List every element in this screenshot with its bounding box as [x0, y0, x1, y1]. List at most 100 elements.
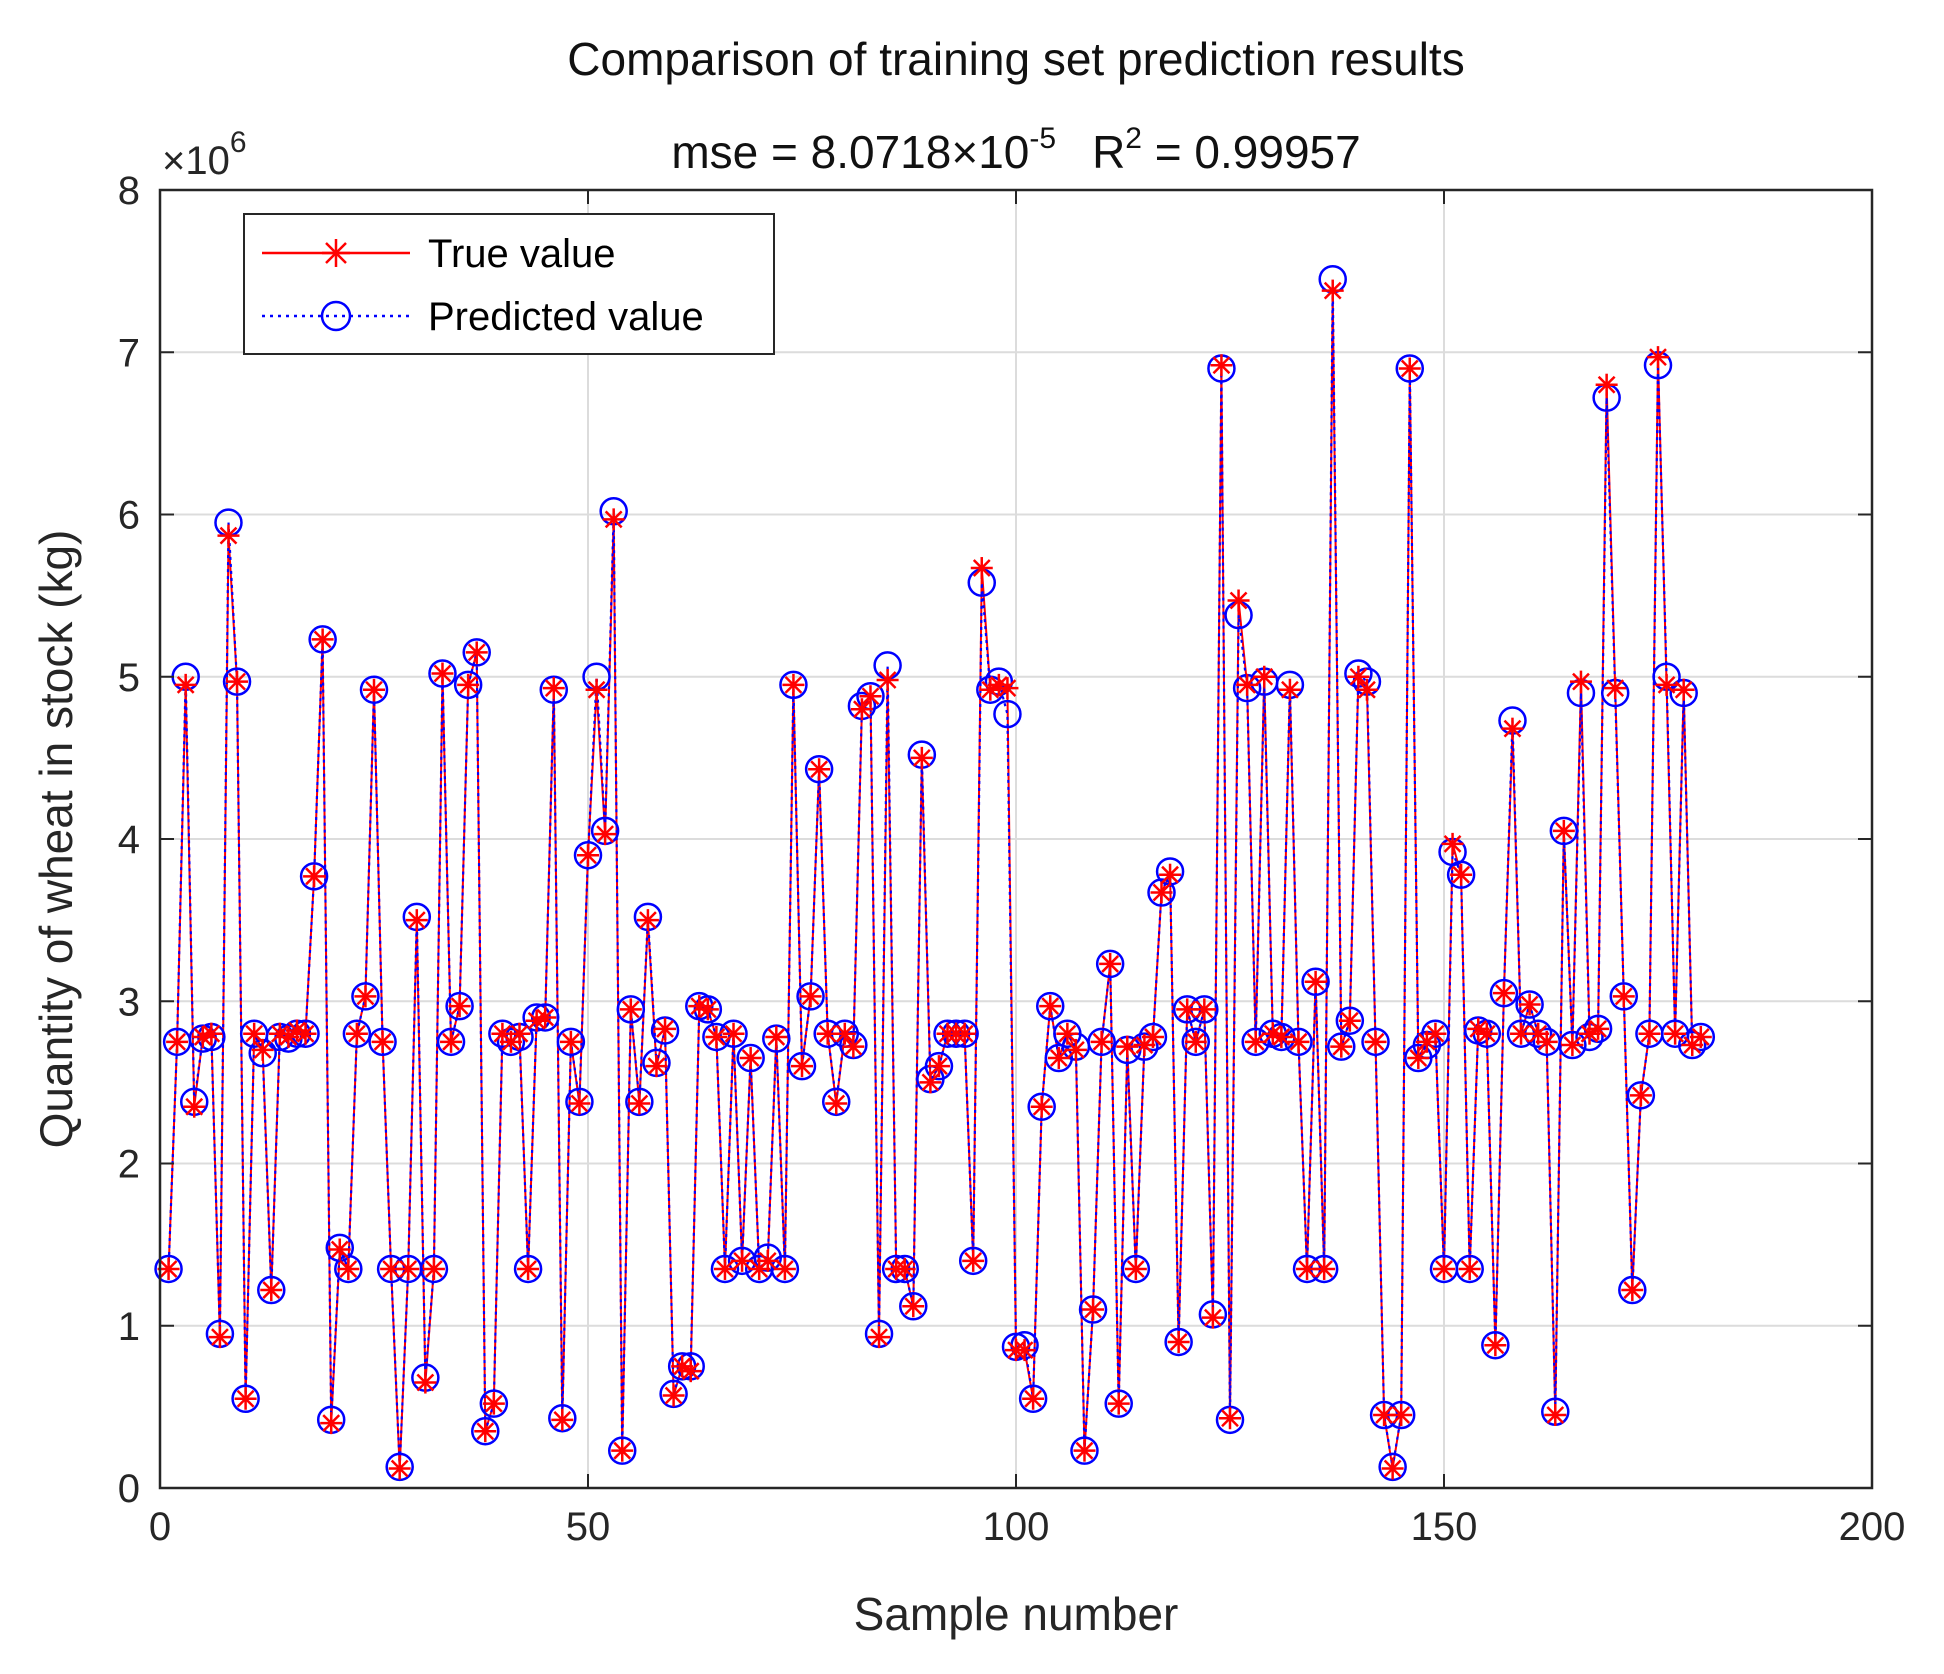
true-value-point [868, 1326, 891, 1349]
true-value-point [1484, 1334, 1507, 1357]
y-tick-label: 2 [118, 1143, 140, 1187]
predicted-value-point [1618, 1275, 1647, 1305]
true-value-point [1099, 952, 1122, 975]
true-value-point [1475, 1022, 1498, 1045]
true-value-point [1347, 665, 1370, 688]
predicted-value-point [539, 675, 569, 704]
predicted-value-point [1035, 991, 1065, 1021]
predicted-value-point [839, 1030, 868, 1060]
predicted-value-point [419, 1254, 449, 1284]
legend[interactable]: True value Predicted value [243, 213, 775, 355]
predicted-value-point [257, 1275, 286, 1305]
x-tick-label: 50 [566, 1505, 611, 1549]
true-value-point [380, 1257, 403, 1280]
legend-entry-predicted[interactable]: Predicted value [262, 295, 704, 339]
true-value-point [440, 1030, 463, 1053]
true-value-point [1604, 677, 1627, 700]
predicted-value-point [779, 670, 808, 700]
true-value-point [919, 1071, 942, 1094]
true-value-point [825, 1092, 848, 1115]
predicted-value-point [659, 1379, 688, 1409]
predicted-value-point [1481, 1330, 1510, 1360]
true-value-point [542, 677, 565, 700]
predicted-value-point [770, 1254, 800, 1284]
true-value-point [1278, 678, 1301, 701]
true-value-point [1595, 373, 1618, 396]
true-value-point [910, 746, 933, 769]
true-value-point [953, 1022, 976, 1045]
true-value-point [833, 1022, 856, 1045]
legend-entry-true[interactable]: True value [262, 232, 616, 276]
true-value-point [226, 670, 249, 693]
predicted-value-point [385, 1452, 414, 1482]
true-value-point [1544, 1403, 1567, 1426]
true-value-point [1227, 589, 1250, 612]
true-value-point [568, 1092, 591, 1115]
true-value-point [559, 1030, 582, 1053]
chart-subtitle: mse = 8.0718×10-5 R2 = 0.99957 [671, 122, 1360, 178]
true-value-point [722, 1022, 745, 1045]
predicted-value-point [1018, 1384, 1048, 1414]
predicted-value-point [513, 1254, 543, 1284]
true-value-point [397, 1257, 420, 1280]
legend-true-marker [322, 239, 350, 267]
true-value-point [1638, 1022, 1661, 1045]
predicted-value-point [573, 840, 603, 870]
y-tick-label: 5 [118, 656, 140, 700]
predicted-value-point [1626, 1081, 1656, 1110]
true-value-point [594, 823, 617, 846]
true-value-point [1655, 673, 1678, 696]
true-value-point [1450, 863, 1473, 886]
r2-exponent: 2 [1125, 122, 1142, 155]
true-value-point [354, 985, 377, 1008]
predicted-value-line [167, 279, 1702, 1468]
predicted-value-point [565, 1087, 594, 1117]
x-tick-label: 0 [149, 1505, 171, 1549]
true-value-point [1210, 354, 1233, 377]
true-value-point [1501, 717, 1524, 740]
true-value-point [534, 1006, 557, 1029]
true-value-point [1201, 1306, 1224, 1329]
true-value-point [1064, 1038, 1087, 1061]
true-value-point [166, 1030, 189, 1053]
true-value-point [363, 678, 385, 701]
predicted-value-point [231, 1384, 260, 1414]
predicted-value-point [1070, 1436, 1099, 1465]
true-value-point [1321, 279, 1344, 302]
true-value-point [1561, 1034, 1584, 1057]
true-value-point [628, 1092, 651, 1115]
true-value-point [183, 1095, 206, 1118]
true-value-point [200, 1022, 223, 1045]
predicted-value-point [1489, 978, 1519, 1008]
true-value-point [996, 677, 1019, 700]
predicted-value-point [1446, 860, 1476, 889]
predicted-value-point [1104, 1389, 1133, 1418]
true-value-point [893, 1257, 916, 1280]
true-value-point [328, 1238, 351, 1261]
x-tick-label: 100 [983, 1505, 1050, 1549]
predicted-value-point [1301, 967, 1330, 997]
predicted-value-point [796, 982, 825, 1011]
true-value-point [970, 557, 993, 580]
predicted-value-point [479, 1389, 509, 1418]
true-value-point [731, 1249, 754, 1272]
predicted-value-point [548, 1403, 577, 1433]
true-value-point [1552, 819, 1575, 842]
true-value-point [1073, 1439, 1096, 1462]
true-value-point [619, 998, 642, 1021]
predicted-value-point [1215, 1405, 1245, 1435]
predicted-value-point [1549, 816, 1579, 846]
predicted-value-point [222, 667, 252, 696]
predicted-value-point [556, 1027, 586, 1057]
predicted-value-point [607, 1436, 637, 1465]
predicted-value-point [787, 1051, 817, 1081]
true-value-point [208, 1326, 231, 1349]
true-value-point [808, 758, 831, 781]
predicted-value-point [308, 625, 337, 654]
true-value-point [1587, 1017, 1610, 1040]
true-value-point [636, 909, 659, 932]
true-value-point [1184, 1030, 1207, 1053]
true-value-point [1304, 970, 1327, 993]
predicted-value-point [334, 1254, 363, 1284]
true-value-point [1270, 1025, 1293, 1048]
